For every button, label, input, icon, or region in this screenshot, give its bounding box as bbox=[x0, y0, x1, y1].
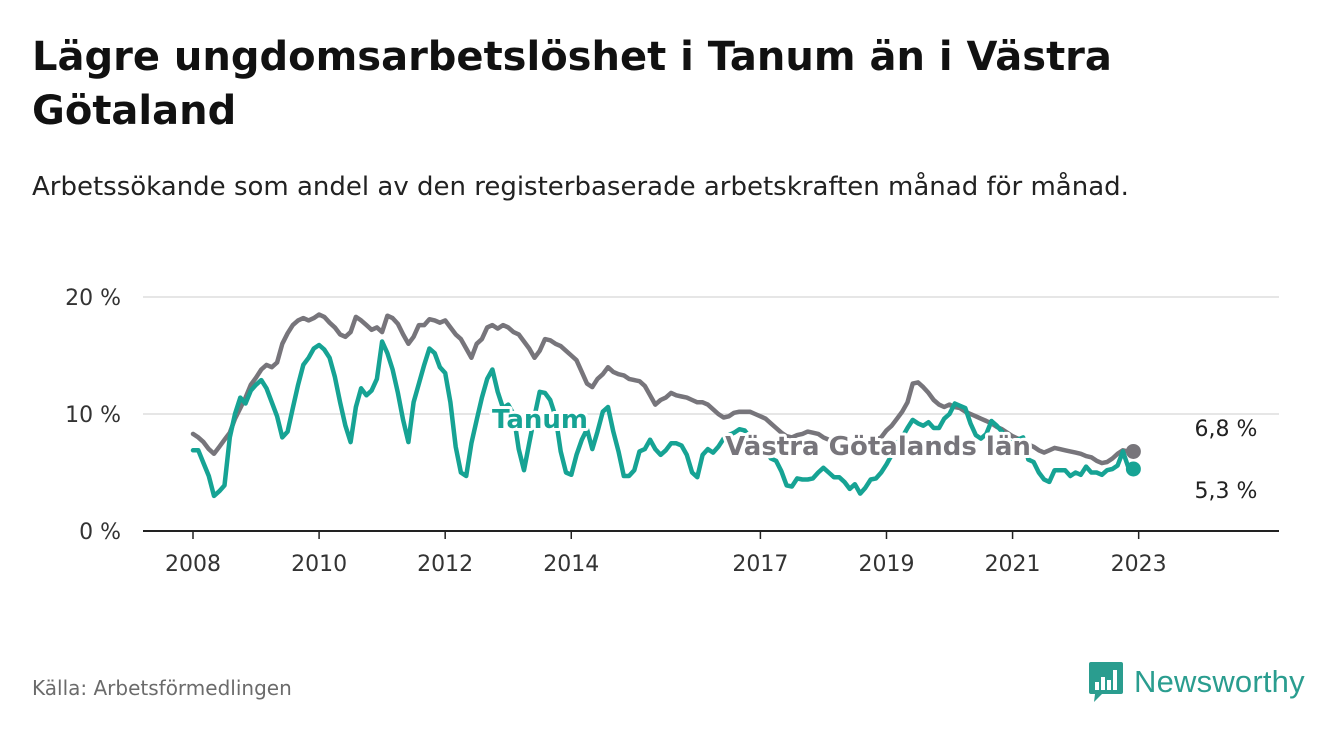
x-tick-label: 2010 bbox=[291, 552, 347, 577]
tanum-series-label: Tanum bbox=[492, 405, 588, 435]
x-tick-label: 2019 bbox=[858, 552, 914, 577]
brand-logo[interactable]: Newsworthy bbox=[1088, 660, 1305, 704]
line-chart: 0 % 10 % 20 % 2008 2010 2012 2014 2017 2019 2021 2… bbox=[65, 286, 1279, 577]
x-tick-label: 2012 bbox=[417, 552, 473, 577]
y-tick-label: 0 % bbox=[79, 520, 121, 545]
vastra-gotaland-end-point bbox=[1125, 443, 1141, 459]
tanum-end-label: 5,3 % bbox=[1195, 479, 1258, 504]
tanum-end-point bbox=[1125, 461, 1141, 477]
vastra-gotaland-end-label: 6,8 % bbox=[1195, 417, 1258, 442]
chart-subtitle: Arbetssökande som andel av den registerb… bbox=[32, 172, 1129, 202]
vastra-gotaland-series-label: Västra Götalands län bbox=[725, 432, 1031, 462]
tanum-line bbox=[190, 339, 1136, 499]
y-tick-label: 20 % bbox=[65, 286, 121, 311]
axis-layer: 0 % 10 % 20 % 2008 2010 2012 2014 2017 2019 2021 2… bbox=[65, 286, 1279, 577]
source-note: Källa: Arbetsförmedlingen bbox=[32, 676, 292, 700]
x-tick-label: 2008 bbox=[165, 552, 221, 577]
brand-name: Newsworthy bbox=[1134, 664, 1305, 699]
label-layer: Tanum Västra Götalands län 6,8 % 5,3 % bbox=[489, 402, 1260, 507]
x-tick-label: 2014 bbox=[543, 552, 599, 577]
series-layer bbox=[190, 312, 1141, 499]
x-tick-label: 2021 bbox=[985, 552, 1041, 577]
newsworthy-logo-icon bbox=[1089, 662, 1123, 702]
vastra-gotaland-line bbox=[190, 312, 1136, 466]
x-tick-label: 2023 bbox=[1111, 552, 1167, 577]
grid-layer bbox=[143, 296, 1279, 415]
y-tick-label: 10 % bbox=[65, 403, 121, 428]
chart-title: Lägre ungdomsarbetslöshet i Tanum än i V… bbox=[32, 34, 1112, 134]
x-tick-label: 2017 bbox=[732, 552, 788, 577]
